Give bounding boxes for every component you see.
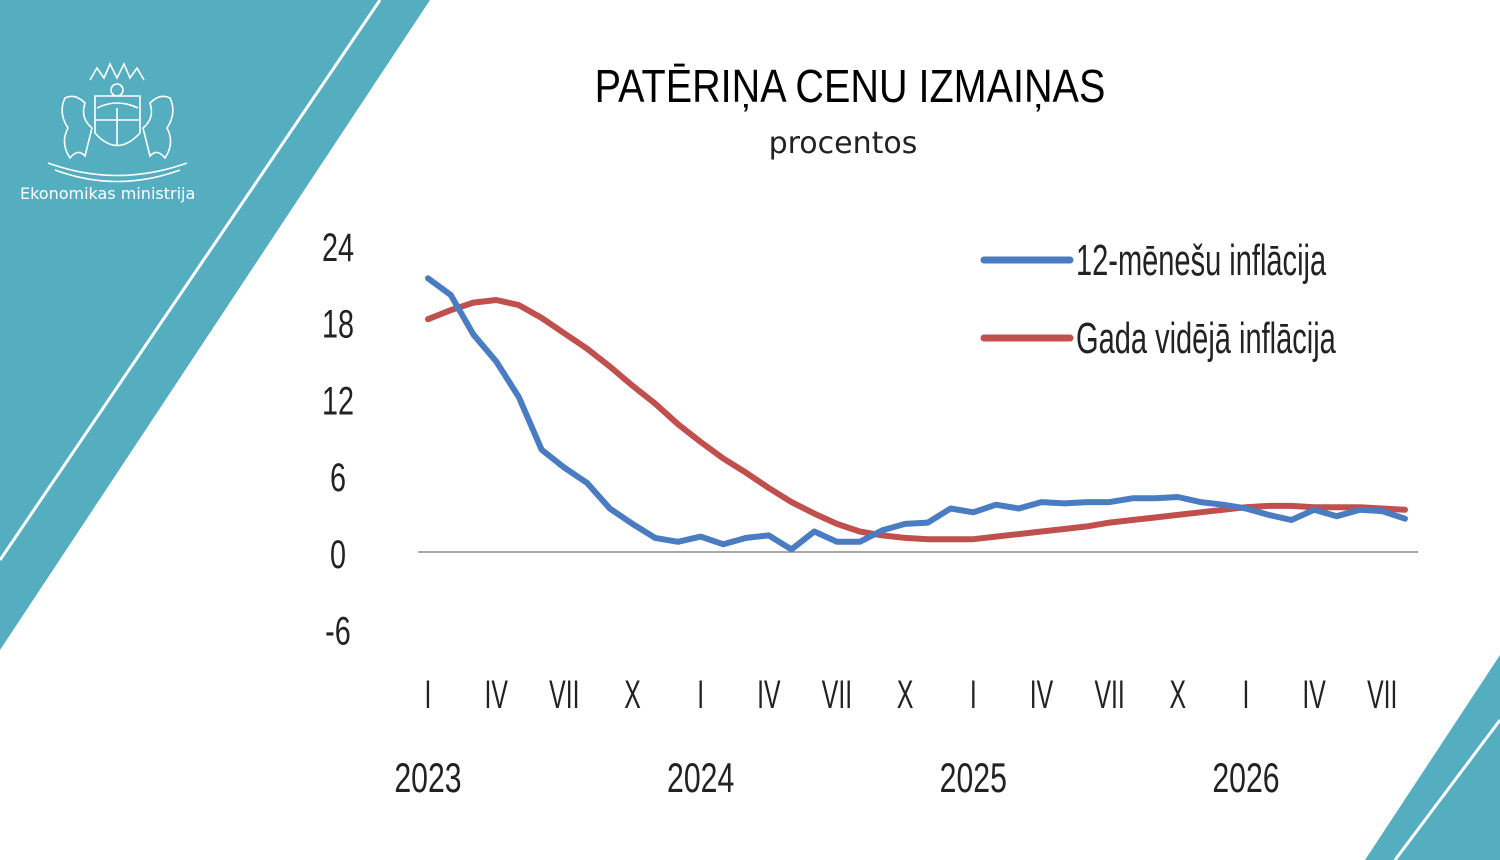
x-year-label: 2025 [940,754,1007,801]
y-tick-label: 24 [322,225,354,270]
x-tick-label: VII [822,673,852,717]
x-tick-label: I [1243,673,1250,717]
y-tick-label: 18 [322,302,354,347]
teal-corner-left [0,0,430,650]
y-tick-label: -6 [325,609,351,654]
x-tick-label: I [697,673,704,717]
x-axis: I IV VII X I IV VII X I IV VII X I IV VII 2023 2024 2025 2… [394,673,1397,801]
x-tick-label: I [425,673,432,717]
y-tick-label: 12 [322,379,354,424]
x-year-label: 2023 [394,754,461,801]
corner-stripe-left-1 [0,0,382,561]
x-tick-label: VII [549,673,579,717]
chart-title: PATĒRIŅA CENU IZMAIŅAS [594,60,1106,112]
legend-label: 12-mēnešu inflācija [1076,235,1326,285]
series-lines [425,275,1408,553]
x-tick-label: X [1170,673,1187,717]
series-line-0 [425,275,1408,553]
ministry-name: Ekonomikas ministrija [20,184,196,203]
x-year-label: 2026 [1212,754,1279,801]
chart-subtitle: procentos [768,126,918,161]
x-tick-label: VII [1094,673,1124,717]
x-tick-label: VII [1367,673,1397,717]
y-tick-label: 0 [330,532,346,577]
x-tick-label: X [624,673,641,717]
x-tick-label: IV [757,673,781,717]
x-tick-label: IV [484,673,508,717]
x-tick-label: IV [1302,673,1326,717]
x-tick-label: X [897,673,914,717]
latvia-coat-of-arms-icon [47,62,188,183]
x-year-label: 2024 [667,754,734,801]
x-tick-label: IV [1030,673,1054,717]
legend-label: Gada vidējā inflācija [1076,313,1336,363]
legend: 12-mēnešu inflācija Gada vidējā inflācija [980,235,1336,363]
coat-of-arms-logo [40,58,195,183]
y-tick-label: 6 [330,456,346,501]
x-tick-label: I [970,673,977,717]
corner-stripe-right [1393,719,1500,860]
y-axis: 24 18 12 6 0 -6 [322,225,354,654]
teal-corner-right [1365,655,1500,860]
